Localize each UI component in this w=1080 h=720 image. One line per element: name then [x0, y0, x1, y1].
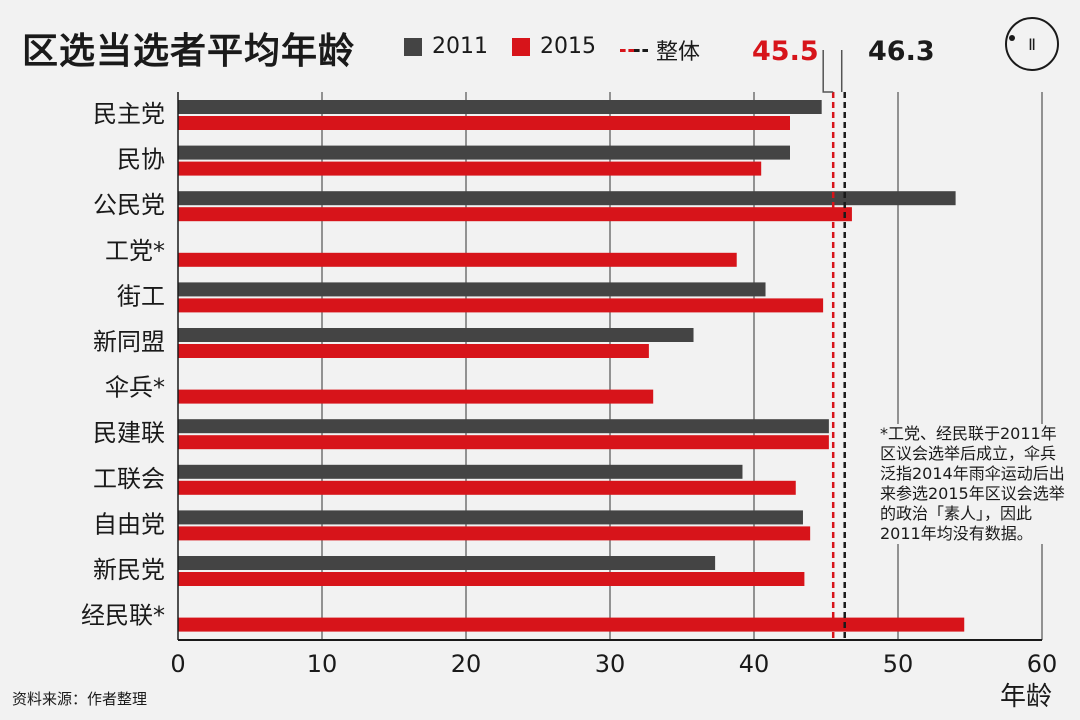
bar-2015: [178, 389, 654, 404]
category-label: 新民党: [93, 556, 165, 584]
bar-2011: [178, 464, 743, 479]
bar-2011: [178, 510, 803, 525]
legend-swatch-2011: [404, 37, 422, 56]
chart-title: 区选当选者平均年龄: [22, 31, 356, 72]
category-label: 自由党: [93, 510, 165, 538]
bar-2011: [178, 145, 790, 160]
bar-2015: [178, 207, 852, 222]
bar-2011: [178, 328, 694, 342]
initium-logo-icon: Ⅱ: [1005, 17, 1059, 71]
legend-dash-icon: [620, 48, 648, 52]
category-label: 经民联*: [81, 602, 165, 630]
legend-2015: 2015: [512, 34, 596, 59]
category-label: 工联会: [93, 465, 165, 493]
svg-text:Ⅱ: Ⅱ: [1028, 35, 1036, 54]
x-tick-label: 20: [451, 650, 482, 678]
category-label: 新同盟: [93, 328, 165, 356]
x-tick-label: 10: [307, 650, 338, 678]
bar-2015: [178, 435, 829, 450]
legend-label-overall: 整体: [656, 40, 701, 65]
category-label: 工党*: [105, 237, 165, 265]
bar-2015: [178, 116, 790, 130]
category-label: 民主党: [93, 100, 165, 128]
legend-label-2011: 2011: [432, 34, 488, 59]
bar-2011: [178, 556, 716, 570]
category-label: 伞兵*: [105, 374, 165, 402]
overall-2015-value: 45.5: [752, 36, 819, 67]
bar-2015: [178, 572, 805, 586]
legend-label-2015: 2015: [540, 34, 596, 59]
bar-2015: [178, 344, 649, 358]
category-label: 民协: [117, 146, 165, 174]
bar-2015: [178, 252, 737, 267]
x-tick-label: 50: [883, 650, 914, 678]
bar-2011: [178, 282, 766, 297]
bar-2011: [178, 419, 829, 434]
category-label: 公民党: [93, 191, 165, 219]
x-tick-label: 60: [1027, 650, 1058, 678]
category-label: 街工: [117, 282, 165, 310]
source-note: 资料来源：作者整理: [12, 690, 148, 708]
x-axis-unit: 年龄: [1000, 682, 1053, 712]
x-tick-label: 0: [170, 650, 185, 678]
overall-2011-value: 46.3: [868, 36, 935, 67]
legend-2011: 2011: [404, 34, 488, 59]
bar-2015: [178, 526, 811, 541]
bar-2011: [178, 100, 822, 114]
footnote: *工党、经民联于2011年区议会选举后成立，伞兵泛指2014年雨伞运动后出来参选…: [880, 424, 1070, 544]
bar-2015: [178, 480, 796, 495]
x-tick-label: 40: [739, 650, 770, 678]
bar-2015: [178, 617, 965, 632]
x-tick-label: 30: [595, 650, 626, 678]
bar-2015: [178, 161, 762, 176]
bar-2015: [178, 298, 824, 313]
legend-overall: 整体: [620, 34, 700, 66]
legend-swatch-2015: [512, 37, 530, 56]
bar-2011: [178, 191, 956, 206]
reference-connector-2015: [822, 50, 834, 93]
category-label: 民建联: [93, 419, 165, 447]
